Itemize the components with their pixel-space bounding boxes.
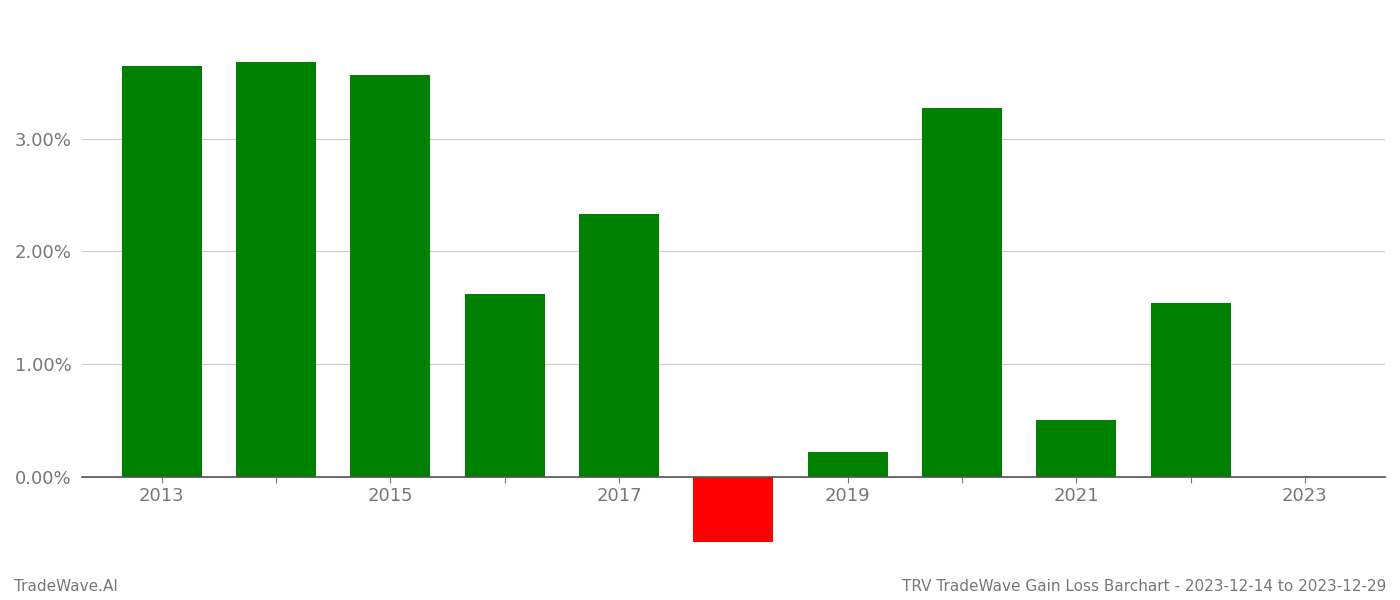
Bar (122, 65, 202, 476)
Bar (580, 214, 659, 476)
Bar (1036, 420, 1116, 476)
Bar (465, 294, 545, 476)
Bar (237, 62, 316, 476)
Text: TradeWave.AI: TradeWave.AI (14, 579, 118, 594)
Bar (923, 109, 1002, 476)
Text: TRV TradeWave Gain Loss Barchart - 2023-12-14 to 2023-12-29: TRV TradeWave Gain Loss Barchart - 2023-… (902, 579, 1386, 594)
Bar (350, 74, 430, 476)
Bar (1151, 303, 1231, 476)
Bar (693, 476, 773, 542)
Bar (808, 452, 888, 476)
